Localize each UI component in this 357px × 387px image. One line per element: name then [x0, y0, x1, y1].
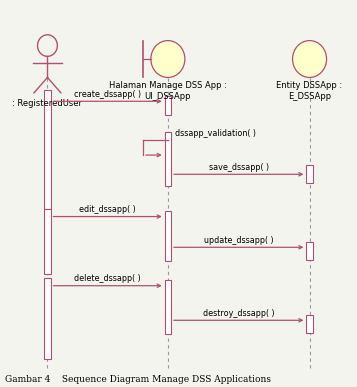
Text: dssapp_validation( ): dssapp_validation( ) [175, 129, 256, 138]
Text: : RegisteredUser: : RegisteredUser [12, 99, 82, 108]
Bar [306, 315, 313, 332]
Bar [44, 278, 51, 359]
Bar [44, 209, 51, 274]
Text: update_dssapp( ): update_dssapp( ) [204, 236, 273, 245]
Bar [165, 211, 171, 261]
Bar [165, 280, 171, 334]
Bar [44, 90, 51, 209]
Text: create_dssapp( ): create_dssapp( ) [74, 90, 141, 99]
Bar [165, 132, 171, 186]
Bar [306, 241, 313, 260]
Circle shape [292, 41, 327, 77]
Text: Entity DSSApp :
E_DSSApp: Entity DSSApp : E_DSSApp [277, 81, 343, 101]
Bar [165, 96, 171, 115]
Bar [306, 165, 313, 183]
Text: delete_dssapp( ): delete_dssapp( ) [74, 274, 141, 283]
Text: Gambar 4    Sequence Diagram Manage DSS Applications: Gambar 4 Sequence Diagram Manage DSS App… [5, 375, 271, 384]
Text: edit_dssapp( ): edit_dssapp( ) [79, 205, 136, 214]
Text: destroy_dssapp( ): destroy_dssapp( ) [203, 308, 275, 318]
Text: save_dssapp( ): save_dssapp( ) [208, 163, 269, 171]
Text: Halaman Manage DSS App :
UI_DSSApp: Halaman Manage DSS App : UI_DSSApp [109, 81, 227, 101]
Circle shape [151, 41, 185, 77]
